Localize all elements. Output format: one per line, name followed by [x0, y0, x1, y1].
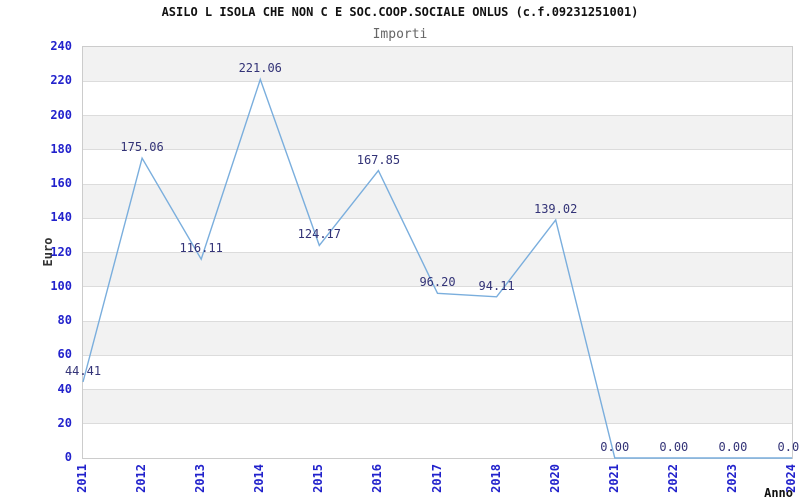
- x-tick-label: 2016: [370, 464, 385, 493]
- y-tick-label: 20: [57, 415, 72, 430]
- x-tick-label: 2012: [134, 464, 149, 493]
- gridline: [83, 252, 792, 253]
- gridline: [83, 354, 792, 356]
- data-point-label: 94.11: [478, 278, 515, 293]
- data-point-label: 175.06: [120, 140, 164, 155]
- x-tick-label: 2013: [193, 464, 208, 493]
- x-tick-label: 2024: [784, 464, 798, 493]
- data-point-label: 139.02: [533, 201, 578, 216]
- gridline: [83, 389, 792, 390]
- gridline: [83, 149, 792, 151]
- y-tick-label: 100: [50, 278, 72, 293]
- x-tick-label: 2021: [606, 464, 621, 493]
- y-tick-label: 200: [50, 107, 72, 122]
- gridline: [83, 115, 792, 116]
- data-point-label: 0.00: [600, 440, 630, 454]
- data-point-label: 96.20: [419, 275, 456, 290]
- y-tick-label: 80: [57, 313, 72, 327]
- data-point-label: 0.00: [718, 440, 748, 454]
- x-tick-label: 2022: [665, 464, 680, 493]
- chart-subtitle: Importi: [372, 27, 428, 42]
- chart-title: ASILO L ISOLA CHE NON C E SOC.COOP.SOCIA…: [161, 5, 639, 19]
- data-point-label: 124.17: [297, 227, 341, 242]
- plot-band: [83, 47, 792, 82]
- gridline: [83, 80, 792, 82]
- y-tick-label: 180: [50, 141, 72, 156]
- data-point-label: 0.00: [777, 440, 800, 454]
- data-point-label: 0.00: [659, 440, 689, 454]
- x-tick-label: 2018: [488, 464, 503, 493]
- y-tick-label: 220: [50, 73, 72, 88]
- y-tick-label: 240: [50, 39, 72, 53]
- plot-band: [83, 321, 792, 356]
- gridline: [83, 423, 792, 425]
- x-tick-label: 2020: [547, 464, 562, 493]
- data-point-label: 116.11: [179, 241, 223, 256]
- plot-band: [83, 184, 792, 219]
- x-tick-label: 2017: [429, 464, 444, 493]
- gridline: [83, 320, 792, 322]
- x-tick-label: 2011: [75, 464, 89, 493]
- plot-band: [83, 115, 792, 150]
- plot-area: 44.41 175.06 116.11 221.06 124.17 167.85 96.20…: [65, 46, 800, 459]
- gridline: [83, 217, 792, 219]
- gridline: [83, 286, 792, 288]
- x-axis-label: Anno: [764, 486, 793, 500]
- x-tick-label: 2014: [252, 464, 267, 493]
- line-series-canvas: [82, 77, 792, 459]
- x-tick-label: 2015: [311, 464, 326, 493]
- plot-band: [83, 389, 792, 424]
- y-tick-label: 120: [50, 244, 72, 259]
- data-point-label: 44.41: [64, 363, 102, 378]
- y-tick-label: 140: [50, 210, 72, 225]
- gridline: [83, 183, 792, 185]
- x-tick-label: 2023: [724, 464, 739, 493]
- y-tick-label: 160: [50, 176, 72, 190]
- data-point-label: 221.06: [238, 61, 282, 76]
- data-point-label: 167.85: [356, 152, 401, 167]
- y-tick-label: 60: [57, 347, 72, 362]
- y-tick-label: 0: [64, 450, 72, 464]
- series-line: [82, 77, 792, 459]
- y-tick-label: 40: [57, 381, 72, 396]
